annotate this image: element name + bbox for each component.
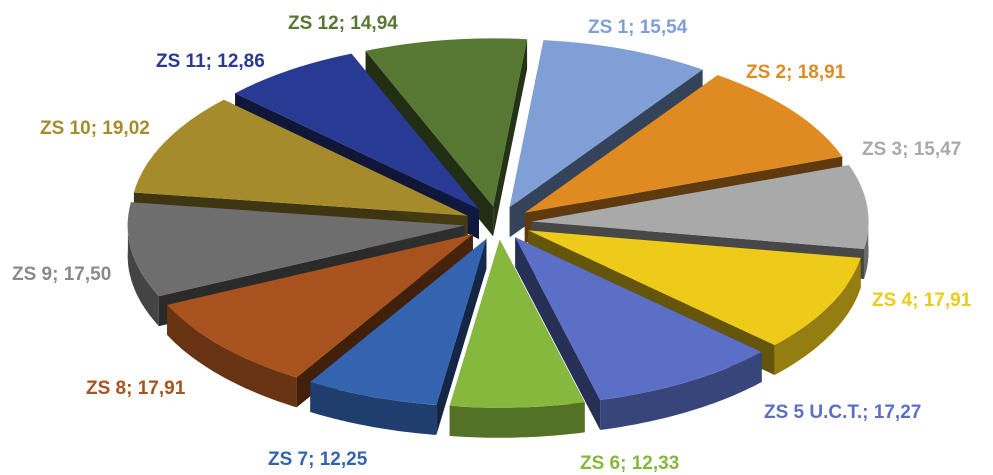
data-label: ZS 2; 18,91	[746, 62, 846, 83]
pie-slice-top	[133, 99, 468, 216]
pie-slice-top	[509, 40, 703, 208]
data-label: ZS 5 U.C.T.; 17,27	[764, 402, 921, 423]
pie-slice-top	[449, 239, 585, 408]
data-label: ZS 10; 19,02	[40, 118, 150, 139]
pie-slice-top	[524, 75, 843, 213]
pie-slice	[310, 238, 487, 435]
pie-slice-top	[167, 234, 473, 378]
pie-slice-wall	[493, 39, 528, 237]
pie-slice-top	[365, 38, 528, 207]
pie-slice-wall	[436, 238, 487, 435]
pie-slice-top	[515, 237, 762, 401]
data-label: ZS 11; 12,86	[156, 51, 265, 72]
pie-slice-top	[310, 238, 487, 405]
data-label: ZS 1; 15,54	[588, 17, 688, 38]
pie-slices	[127, 38, 869, 438]
pie-slice-top	[127, 202, 465, 297]
pie-slice-rim	[600, 352, 762, 430]
pie-slice-top	[531, 165, 869, 250]
data-label: ZS 3; 15,47	[862, 139, 961, 160]
data-label: ZS 8; 17,91	[86, 378, 186, 399]
pie-slice	[449, 239, 585, 438]
pie-slice-rim	[449, 402, 585, 438]
data-label: ZS 9; 17,50	[12, 264, 111, 285]
pie-slice-top	[528, 230, 861, 346]
pie-labels: ZS 1; 15,54 ZS 2; 18,91 ZS 3; 15,47 ZS 4; 1…	[12, 13, 972, 474]
data-label: ZS 4; 17,91	[872, 290, 972, 311]
pie-slice-rim	[167, 304, 297, 408]
pie-slice-top	[235, 53, 480, 210]
data-label: ZS 7; 12,25	[268, 449, 368, 470]
pie-slice-wall	[515, 237, 601, 431]
pie-slice	[515, 237, 762, 431]
pie-slice-rim	[774, 257, 861, 375]
pie-slice-rim	[310, 382, 437, 435]
data-label: ZS 6; 12,33	[580, 453, 679, 474]
data-label: ZS 12; 14,94	[288, 13, 398, 34]
pie-slice-rim	[864, 215, 869, 279]
pie-slice-rim	[127, 219, 159, 327]
